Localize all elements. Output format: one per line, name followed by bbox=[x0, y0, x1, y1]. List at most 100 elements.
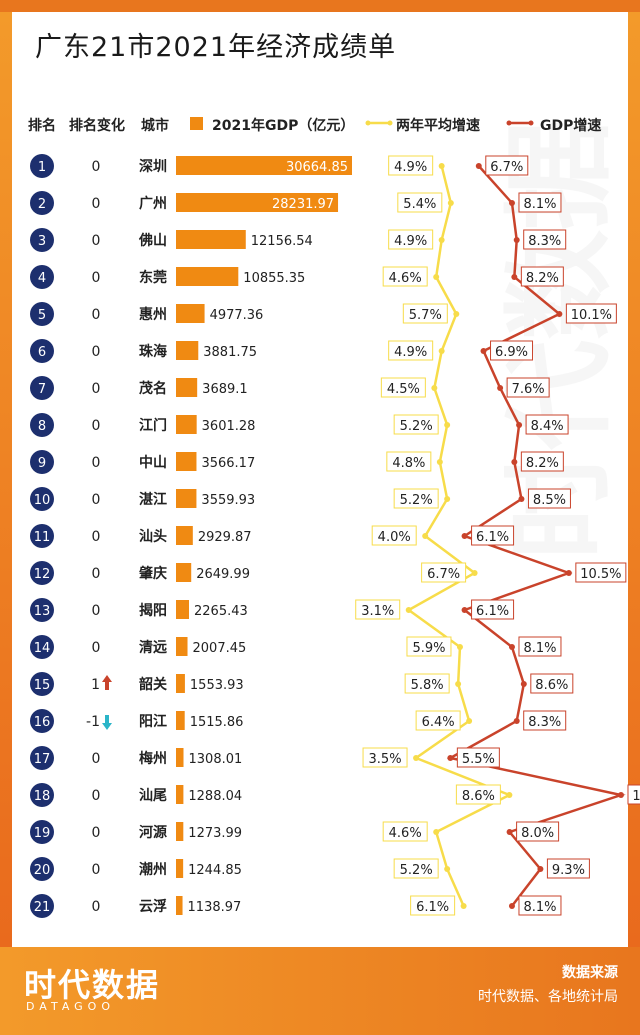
gdp-value-label: 1273.99 bbox=[188, 826, 242, 841]
rank-change-value: 0 bbox=[92, 603, 101, 619]
rank-number: 13 bbox=[34, 604, 51, 619]
gdp-growth-label-box bbox=[518, 895, 562, 916]
rank-change-value: 0 bbox=[92, 233, 101, 249]
gdp-growth-label: 10.5% bbox=[580, 567, 621, 582]
city-label: 梅州 bbox=[139, 750, 167, 767]
top-accent-bar bbox=[0, 0, 640, 12]
gdp-bar bbox=[176, 489, 197, 508]
gdp-value-label: 2929.87 bbox=[198, 530, 252, 545]
gdp-growth-label-box bbox=[471, 525, 515, 546]
rank-change-value: 0 bbox=[92, 640, 101, 656]
city-label: 汕尾 bbox=[139, 787, 167, 804]
rank-badge bbox=[30, 376, 54, 400]
rank-change-value: 0 bbox=[92, 307, 101, 323]
gdp-bar bbox=[176, 156, 352, 175]
gdp-growth-point bbox=[617, 792, 624, 798]
avg-growth-label: 4.8% bbox=[392, 456, 425, 471]
gdp-bar bbox=[176, 304, 205, 323]
rank-badge bbox=[30, 783, 54, 807]
avg-growth-point bbox=[453, 311, 460, 317]
avg-growth-label-box bbox=[371, 525, 417, 546]
gdp-value-label: 3601.28 bbox=[202, 419, 256, 434]
avg-growth-label-box bbox=[355, 599, 401, 620]
avg-growth-label: 5.8% bbox=[411, 678, 444, 693]
city-label: 珠海 bbox=[139, 343, 167, 360]
gdp-bar bbox=[176, 378, 198, 397]
gdp-growth-point bbox=[497, 385, 504, 391]
gdp-value-label: 4977.36 bbox=[210, 308, 264, 323]
gdp-growth-label: 12.7% bbox=[632, 789, 640, 804]
gdp-bar bbox=[176, 600, 190, 619]
avg-growth-label: 3.5% bbox=[369, 752, 402, 767]
avg-growth-label-box bbox=[393, 488, 439, 509]
gdp-growth-label: 6.1% bbox=[476, 604, 509, 619]
gdp-growth-label-box bbox=[546, 858, 590, 879]
legend-bar-swatch bbox=[190, 117, 203, 130]
avg-growth-label-box bbox=[406, 636, 452, 657]
avg-growth-label: 5.9% bbox=[412, 641, 445, 656]
avg-growth-label: 6.4% bbox=[422, 715, 455, 730]
city-label: 茂名 bbox=[139, 380, 167, 397]
gdp-growth-label-box bbox=[530, 673, 574, 694]
avg-growth-point bbox=[460, 903, 467, 909]
rank-number: 14 bbox=[34, 641, 51, 656]
rank-badge bbox=[30, 524, 54, 548]
avg-growth-label-box bbox=[382, 821, 428, 842]
avg-growth-point bbox=[438, 163, 445, 169]
gdp-growth-label-box bbox=[456, 747, 500, 768]
gdp-growth-label-box bbox=[523, 710, 567, 731]
gdp-growth-label: 6.9% bbox=[495, 345, 528, 360]
rank-down-arrow-icon bbox=[102, 715, 112, 730]
rank-change-value: 0 bbox=[92, 455, 101, 471]
avg-growth-label-box bbox=[415, 710, 461, 731]
brand-logo-sub: DATAGOO bbox=[26, 1000, 115, 1013]
avg-growth-label: 4.5% bbox=[387, 382, 420, 397]
gdp-growth-point bbox=[516, 422, 523, 428]
city-label: 惠州 bbox=[139, 306, 167, 323]
gdp-growth-point bbox=[518, 496, 525, 502]
rank-number: 4 bbox=[38, 271, 46, 286]
avg-growth-point bbox=[447, 200, 454, 206]
gdp-growth-label-box bbox=[516, 821, 560, 842]
rank-change-value: 0 bbox=[92, 159, 101, 175]
gdp-growth-point bbox=[461, 533, 468, 539]
gdp-growth-label: 8.2% bbox=[526, 271, 559, 286]
right-accent-bar bbox=[628, 12, 640, 947]
chart-area: 1 0 深圳 30664.852 0 广州 28231.973 0 佛山 12156.544 0 东莞… bbox=[30, 154, 640, 918]
rank-change-value: 0 bbox=[92, 344, 101, 360]
gdp-growth-label: 5.5% bbox=[462, 752, 495, 767]
avg-growth-label: 4.9% bbox=[394, 160, 427, 175]
gdp-bar bbox=[176, 785, 184, 804]
city-label: 韶关 bbox=[139, 676, 167, 693]
avg-growth-label-box bbox=[410, 895, 456, 916]
gdp-growth-label-box bbox=[485, 155, 529, 176]
gdp-growth-point bbox=[447, 755, 454, 761]
header-rank-change: 排名变化 bbox=[69, 118, 125, 134]
rank-number: 18 bbox=[34, 789, 51, 804]
gdp-growth-label: 9.3% bbox=[552, 863, 585, 878]
gdp-growth-label: 6.7% bbox=[490, 160, 523, 175]
gdp-growth-label: 10.1% bbox=[571, 308, 612, 323]
gdp-bar bbox=[176, 859, 184, 878]
city-label: 肇庆 bbox=[139, 565, 167, 582]
gdp-growth-label: 8.0% bbox=[521, 826, 554, 841]
gdp-growth-label-box bbox=[490, 340, 534, 361]
city-label: 汕头 bbox=[139, 528, 167, 545]
avg-growth-point bbox=[455, 681, 462, 687]
gdp-bar bbox=[176, 230, 246, 249]
gdp-growth-label: 8.1% bbox=[523, 197, 556, 212]
rank-change-value: 0 bbox=[92, 418, 101, 434]
gdp-bar bbox=[176, 711, 185, 730]
avg-growth-point bbox=[433, 829, 440, 835]
gdp-value-label: 30664.85 bbox=[286, 160, 348, 175]
city-label: 阳江 bbox=[139, 713, 167, 730]
chart-title: 广东21市2021年经济成绩单 bbox=[35, 32, 397, 63]
city-label: 佛山 bbox=[138, 232, 167, 249]
city-label: 湛江 bbox=[139, 491, 167, 508]
gdp-growth-label: 8.1% bbox=[523, 900, 556, 915]
gdp-growth-label: 8.1% bbox=[523, 641, 556, 656]
gdp-growth-label: 8.3% bbox=[528, 234, 561, 249]
rank-number: 5 bbox=[38, 308, 46, 323]
rank-badge bbox=[30, 709, 54, 733]
rank-number: 10 bbox=[34, 493, 51, 508]
